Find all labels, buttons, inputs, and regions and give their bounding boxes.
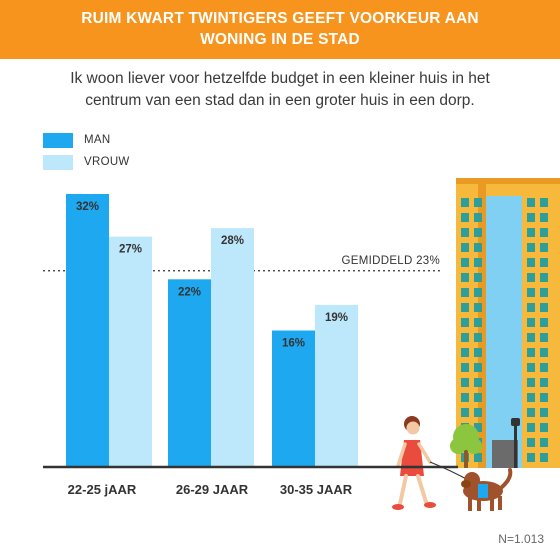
street-lamp-illustration [511,418,520,468]
subtitle-line-1: Ik woon liever voor hetzelfde budget in … [70,70,490,87]
legend-label-man: MAN [84,134,111,146]
building-window [461,348,469,357]
building-window [527,213,535,222]
building-window [474,423,482,432]
building-window [461,288,469,297]
building-window [540,288,548,297]
building-window [540,378,548,387]
legend-label-vrouw: VROUW [84,156,130,168]
apartment-building-illustration [456,178,560,468]
building-window [527,258,535,267]
building-window [527,438,535,447]
title-line-2: WONING IN DE STAD [200,31,360,48]
building-window [474,288,482,297]
building-window [527,273,535,282]
building-window [540,333,548,342]
building-window [527,363,535,372]
building-window [527,243,535,252]
building-window [474,408,482,417]
legend-swatch-vrouw [43,155,73,170]
building-window [461,303,469,312]
building-window [527,198,535,207]
building-window [461,363,469,372]
x-tick-label-0: 22-25 jAAR [68,482,137,497]
building-window [527,228,535,237]
building-window [527,393,535,402]
building-window [461,378,469,387]
sample-size-note: N=1.013 [498,532,544,546]
building-window [474,258,482,267]
data-label-man-0: 32% [76,201,99,213]
building-window [527,408,535,417]
legend-swatch-man [43,133,73,148]
building-window [540,213,548,222]
building-window [474,243,482,252]
building-window [540,348,548,357]
building-window [527,453,535,462]
bar-vrouw-0 [109,236,152,467]
title-line-1: RUIM KWART TWINTIGERS GEEFT VOORKEUR AAN [81,10,479,27]
building-window [540,363,548,372]
building-window [461,213,469,222]
building-window [461,333,469,342]
tree-illustration [450,424,482,468]
building-window [540,423,548,432]
data-label-vrouw-2: 19% [325,312,348,324]
x-tick-label-2: 30-35 JAAR [280,482,353,497]
building-window [540,303,548,312]
building-window [474,333,482,342]
building-window [540,273,548,282]
building-window [474,198,482,207]
building-window [474,378,482,387]
building-window [540,393,548,402]
bar-vrouw-2 [315,304,358,467]
building-window [461,258,469,267]
building-window [474,393,482,402]
average-reference-label: GEMIDDELD 23% [342,255,440,267]
building-window [474,213,482,222]
building-window [461,408,469,417]
building-window [527,378,535,387]
bar-man-0 [66,194,109,467]
building-window [474,228,482,237]
building-window [540,408,548,417]
building-window [540,228,548,237]
bar-vrouw-1 [211,228,254,467]
building-window [527,333,535,342]
bars-group: 32% 22% 16% 27% 28% 19% [66,194,358,467]
bar-man-1 [168,279,211,467]
building-window [461,228,469,237]
data-label-man-2: 16% [282,338,305,350]
subtitle-line-2: centrum van een stad dan in een groter h… [85,92,475,109]
building-window [474,363,482,372]
building-window [540,198,548,207]
title-banner: RUIM KWART TWINTIGERS GEEFT VOORKEUR AAN… [0,0,560,59]
building-window [461,273,469,282]
building-window [474,453,482,462]
building-window [474,273,482,282]
data-label-vrouw-0: 27% [119,244,142,256]
data-label-vrouw-1: 28% [221,235,244,247]
building-window [461,198,469,207]
building-window [474,318,482,327]
building-window [540,453,548,462]
building-window [474,348,482,357]
bar-man-2 [272,330,315,467]
building-window [527,288,535,297]
building-window [527,303,535,312]
building-window [527,348,535,357]
building-window [540,243,548,252]
building-window [461,393,469,402]
building-window [474,303,482,312]
building-window [461,318,469,327]
building-window [540,258,548,267]
data-label-man-1: 22% [178,286,201,298]
building-window [461,243,469,252]
building-window [540,318,548,327]
building-window [527,318,535,327]
x-tick-label-1: 26-29 JAAR [176,482,249,497]
building-window [527,423,535,432]
building-window [540,438,548,447]
